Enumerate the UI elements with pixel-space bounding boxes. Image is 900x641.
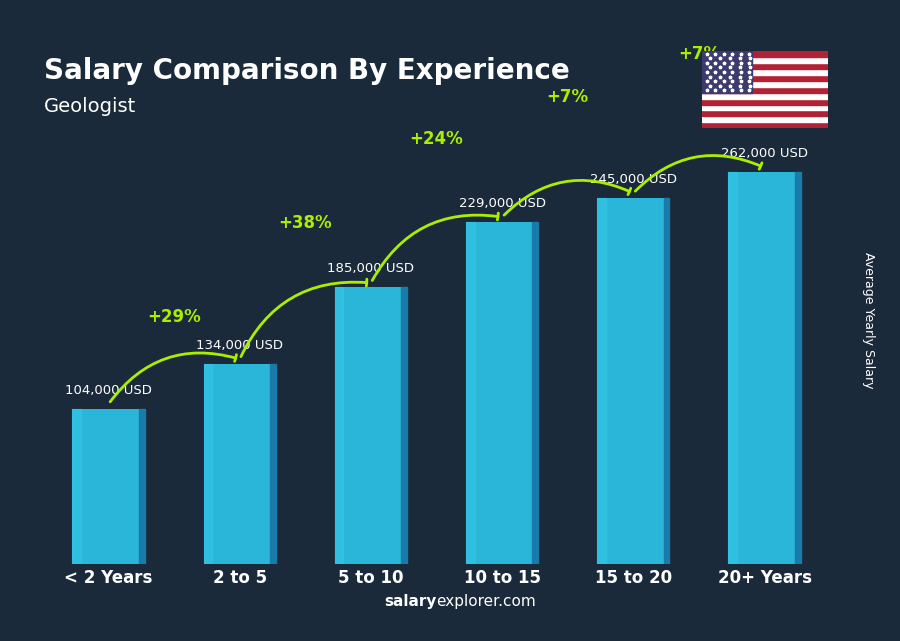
- Bar: [72, 408, 145, 564]
- Bar: [203, 363, 212, 564]
- Text: salary: salary: [384, 594, 436, 609]
- Text: explorer.com: explorer.com: [436, 594, 536, 609]
- Bar: [533, 222, 538, 564]
- Bar: [702, 69, 828, 75]
- Bar: [702, 75, 828, 81]
- Bar: [203, 363, 275, 564]
- Bar: [795, 172, 801, 564]
- Bar: [401, 287, 407, 564]
- Bar: [72, 408, 81, 564]
- Text: +7%: +7%: [546, 88, 589, 106]
- Bar: [728, 172, 801, 564]
- Bar: [702, 117, 828, 122]
- Text: Average Yearly Salary: Average Yearly Salary: [862, 253, 875, 388]
- Bar: [702, 110, 828, 117]
- Text: +7%: +7%: [678, 45, 720, 63]
- Bar: [728, 172, 737, 564]
- Bar: [598, 197, 606, 564]
- Bar: [702, 57, 828, 63]
- Bar: [702, 51, 752, 93]
- Text: 229,000 USD: 229,000 USD: [459, 197, 545, 210]
- Text: 185,000 USD: 185,000 USD: [328, 262, 414, 276]
- Text: 262,000 USD: 262,000 USD: [721, 147, 808, 160]
- Bar: [702, 51, 828, 57]
- Bar: [702, 81, 828, 87]
- Bar: [702, 99, 828, 104]
- Bar: [270, 363, 275, 564]
- Bar: [335, 287, 407, 564]
- Bar: [139, 408, 145, 564]
- Text: 104,000 USD: 104,000 USD: [65, 383, 152, 397]
- Bar: [335, 287, 344, 564]
- Bar: [598, 197, 670, 564]
- Bar: [466, 222, 538, 564]
- Text: +38%: +38%: [278, 214, 332, 232]
- Bar: [702, 104, 828, 110]
- Text: +29%: +29%: [148, 308, 201, 326]
- Bar: [663, 197, 670, 564]
- Bar: [702, 122, 828, 128]
- Text: +24%: +24%: [410, 130, 464, 148]
- Bar: [466, 222, 474, 564]
- Text: Geologist: Geologist: [44, 97, 136, 117]
- Bar: [702, 87, 828, 93]
- Bar: [702, 93, 828, 99]
- Text: Salary Comparison By Experience: Salary Comparison By Experience: [44, 57, 570, 85]
- Text: 245,000 USD: 245,000 USD: [590, 172, 677, 186]
- Bar: [702, 63, 828, 69]
- Text: 134,000 USD: 134,000 USD: [196, 338, 284, 352]
